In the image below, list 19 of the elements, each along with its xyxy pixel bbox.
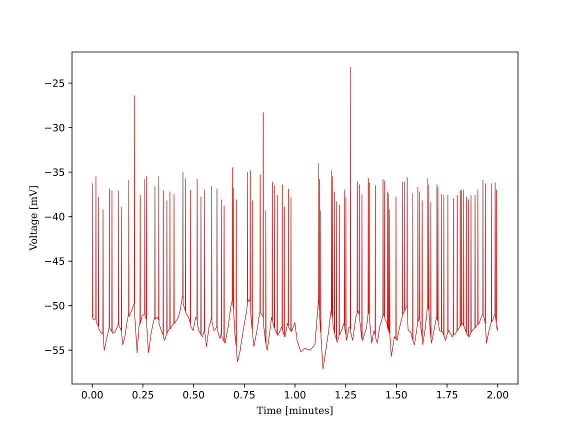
x-tick-label: 0.50 bbox=[183, 391, 204, 399]
y-tick-label: −30 bbox=[45, 124, 64, 132]
x-tick-label: 0.75 bbox=[234, 391, 255, 399]
x-tick-label: 1.50 bbox=[386, 391, 407, 399]
y-tick-label: −50 bbox=[45, 302, 64, 310]
y-tick-label: −40 bbox=[45, 212, 64, 220]
x-tick-label: 1.25 bbox=[336, 391, 356, 399]
x-tick-label: 0.25 bbox=[132, 391, 154, 399]
y-tick-label: −35 bbox=[45, 168, 64, 176]
y-tick-label: −55 bbox=[45, 346, 64, 354]
line-series bbox=[92, 66, 498, 370]
x-tick-label: 1.75 bbox=[437, 391, 458, 398]
x-tick-label: 2.00 bbox=[487, 391, 508, 399]
y-tick-label: −25 bbox=[45, 79, 64, 87]
x-tick-label: 0.00 bbox=[82, 391, 103, 399]
x-tick-label: 1.00 bbox=[285, 391, 306, 399]
y-tick-label: −45 bbox=[45, 257, 64, 265]
x-axis-title: Time [minutes] bbox=[256, 406, 332, 416]
y-axis-title: Voltage [mV] bbox=[29, 186, 40, 251]
